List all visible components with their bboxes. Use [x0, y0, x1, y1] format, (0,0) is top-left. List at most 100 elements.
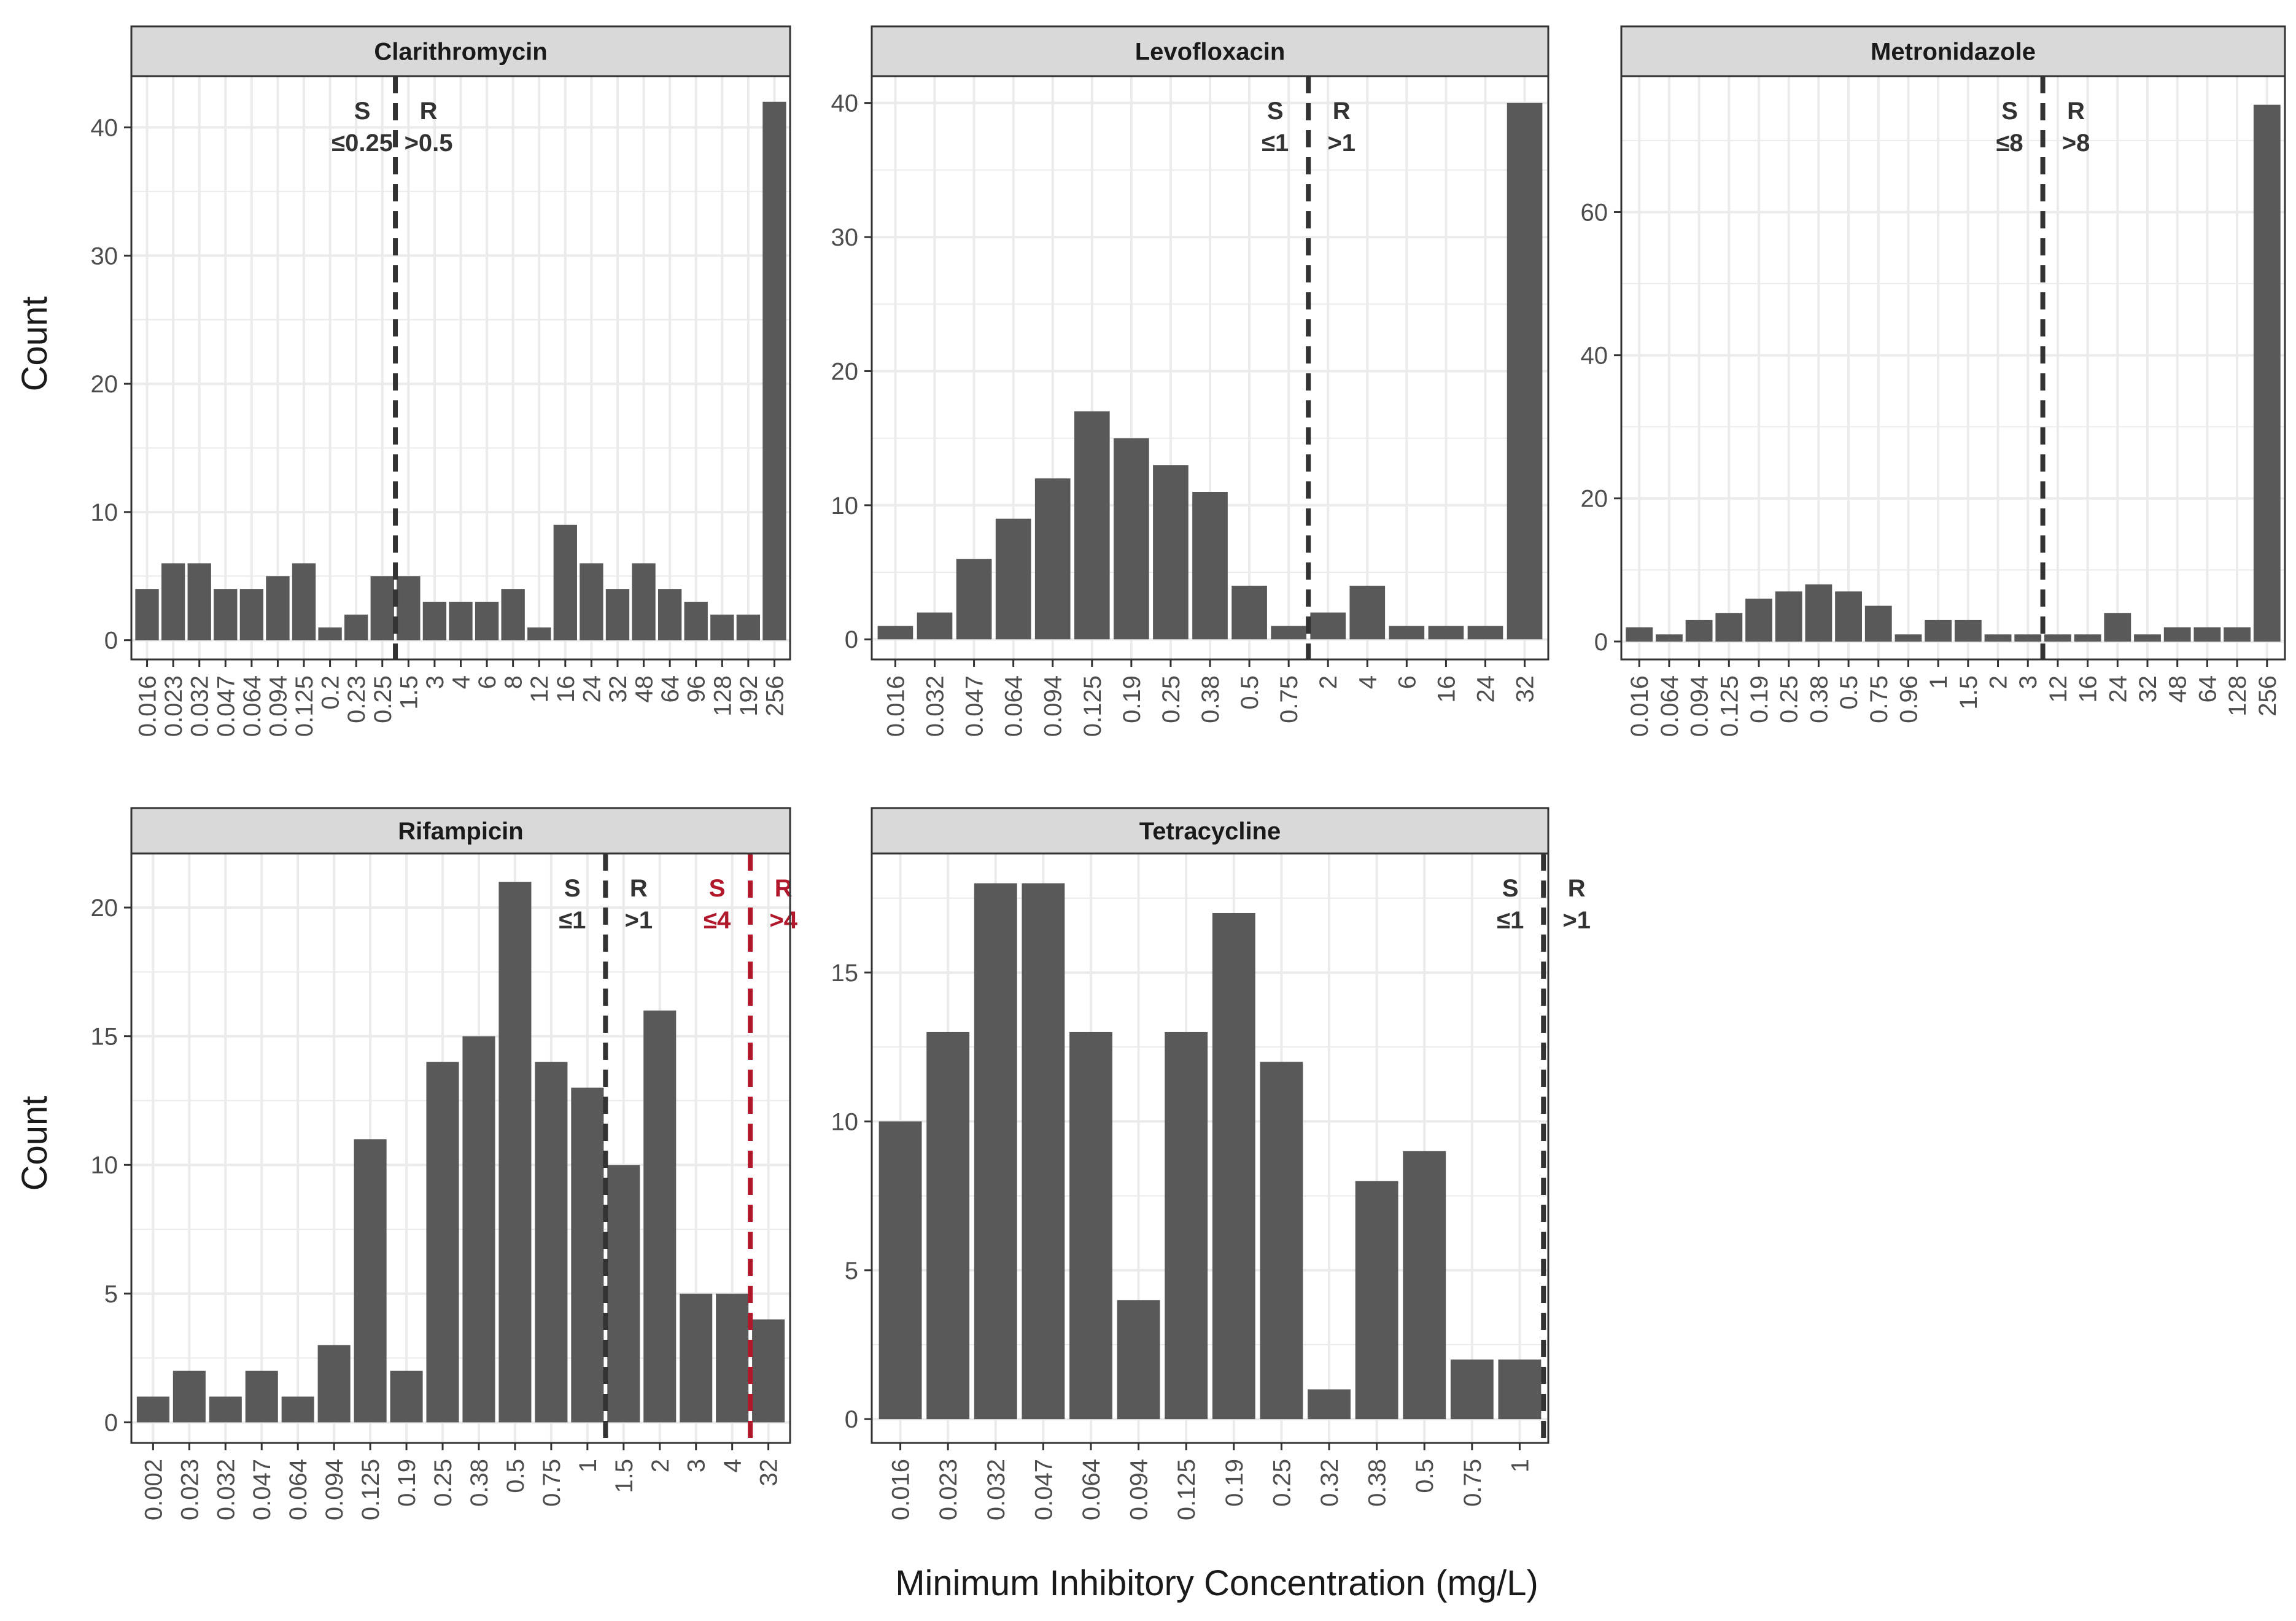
x-tick-label: 0.094 — [1686, 675, 1713, 737]
bar-levofloxacin-3 — [995, 518, 1031, 640]
facet-strip-title: Rifampicin — [398, 818, 523, 845]
panel-clarithromycin: S≤0.25R>0.5Clarithromycin0102030400.0160… — [91, 25, 791, 737]
breakpoint-s-label: S — [354, 98, 371, 125]
bar-rifampicin-11 — [535, 1062, 568, 1423]
x-tick-label: 0.38 — [466, 1459, 493, 1507]
x-tick-label: 2 — [647, 1459, 674, 1472]
breakpoint-r-label: R — [630, 875, 648, 902]
y-tick-label: 30 — [831, 224, 859, 251]
bar-metronidazole-15 — [2074, 634, 2101, 642]
bar-rifampicin-2 — [209, 1396, 242, 1423]
x-tick-label: 0.38 — [1805, 675, 1833, 723]
bar-clarithromycin-14 — [501, 589, 525, 640]
x-tick-label: 64 — [657, 675, 684, 703]
bar-clarithromycin-1 — [161, 563, 185, 640]
y-tick-label: 0 — [104, 628, 118, 655]
bar-clarithromycin-5 — [266, 576, 290, 640]
y-axis-title-bottom: Count — [15, 1096, 55, 1191]
bar-metronidazole-11 — [1954, 620, 1982, 642]
x-tick-label: 2 — [1985, 675, 2012, 689]
x-tick-label: 0.032 — [983, 1459, 1010, 1520]
bar-tetracycline-8 — [1260, 1062, 1303, 1420]
x-tick-label: 12 — [526, 675, 553, 703]
bar-clarithromycin-12 — [449, 602, 473, 640]
x-tick-label: 0.032 — [212, 1459, 239, 1520]
x-tick-label: 0.047 — [212, 675, 239, 737]
bar-clarithromycin-6 — [292, 563, 316, 640]
x-tick-label: 0.094 — [1126, 1459, 1153, 1520]
bar-rifampicin-8 — [426, 1062, 459, 1423]
chart-panels: S≤0.25R>0.5Clarithromycin0102030400.0160… — [91, 25, 2286, 1520]
bar-metronidazole-1 — [1655, 634, 1683, 642]
x-axis-title: Minimum Inhibitory Concentration (mg/L) — [895, 1563, 1538, 1603]
bar-tetracycline-0 — [878, 1121, 922, 1420]
x-tick-label: 3 — [2015, 675, 2042, 689]
y-tick-label: 10 — [831, 492, 859, 519]
x-tick-label: 0.023 — [160, 675, 187, 737]
bar-levofloxacin-2 — [956, 559, 992, 640]
x-tick-label: 0.125 — [1716, 675, 1743, 737]
x-tick-label: 0.023 — [176, 1459, 203, 1520]
x-tick-label: 96 — [683, 675, 710, 703]
y-axis-title-top: Count — [15, 297, 55, 392]
x-tick-label: 48 — [631, 675, 658, 703]
bar-levofloxacin-1 — [917, 612, 953, 640]
bar-tetracycline-2 — [974, 883, 1017, 1420]
bar-clarithromycin-7 — [318, 627, 342, 640]
x-tick-label: 0.125 — [1173, 1459, 1200, 1520]
panel-metronidazole: S ≤8 R >8 Metronidazole 0 20 40 60 0.016 0.064 0.09… — [1581, 25, 2286, 737]
bar-rifampicin-17 — [752, 1319, 785, 1423]
bar-levofloxacin-7 — [1153, 465, 1189, 640]
bar-rifampicin-6 — [354, 1139, 387, 1423]
bar-clarithromycin-2 — [187, 563, 211, 640]
bar-rifampicin-9 — [462, 1036, 495, 1423]
bar-metronidazole-19 — [2193, 627, 2221, 642]
x-tick-label: 0.96 — [1895, 675, 1922, 723]
x-tick-label: 0.38 — [1364, 1459, 1391, 1507]
x-tick-label: 256 — [761, 675, 788, 717]
x-tick-label: 0.32 — [1316, 1459, 1343, 1507]
breakpoint-r-value: >4 — [769, 907, 797, 934]
bar-clarithromycin-18 — [605, 589, 630, 640]
bar-levofloxacin-5 — [1074, 411, 1110, 640]
x-tick-label: 0.094 — [321, 1459, 348, 1520]
bar-clarithromycin-17 — [580, 563, 603, 640]
bar-rifampicin-14 — [643, 1010, 677, 1423]
bar-tetracycline-11 — [1403, 1151, 1446, 1420]
y-tick-label: 0 — [104, 1409, 118, 1436]
bar-clarithromycin-4 — [239, 589, 264, 640]
x-tick-label: 0.064 — [285, 1459, 312, 1520]
x-tick-label: 0.5 — [1836, 675, 1863, 710]
bar-tetracycline-5 — [1117, 1300, 1160, 1420]
x-tick-label: 0.2 — [317, 675, 344, 710]
x-tick-label: 256 — [2254, 675, 2281, 717]
bar-metronidazole-3 — [1715, 613, 1743, 642]
bar-levofloxacin-0 — [877, 626, 913, 640]
x-tick-label: 128 — [2224, 675, 2251, 717]
x-tick-label: 0.094 — [1040, 675, 1067, 737]
x-tick-label: 32 — [2135, 675, 2162, 703]
bar-clarithromycin-23 — [736, 614, 761, 640]
x-tick-label: 3 — [422, 675, 449, 689]
x-tick-label: 0.75 — [1276, 675, 1303, 723]
facet-strip — [871, 807, 1549, 855]
facet-strip-title: Clarithromycin — [374, 39, 547, 66]
x-tick-label: 1 — [575, 1459, 602, 1472]
bar-rifampicin-10 — [498, 882, 532, 1423]
bar-levofloxacin-11 — [1310, 612, 1346, 640]
x-tick-label: 4 — [719, 1459, 747, 1472]
x-tick-label: 1 — [1925, 675, 1952, 689]
bar-levofloxacin-12 — [1349, 585, 1386, 640]
x-tick-label: 48 — [2165, 675, 2192, 703]
bar-clarithromycin-21 — [684, 602, 708, 640]
x-tick-label: 0.75 — [538, 1459, 565, 1507]
x-tick-label: 0.064 — [1001, 675, 1028, 737]
x-tick-label: 0.002 — [140, 1459, 167, 1520]
breakpoint-s-value: ≤8 — [1996, 130, 2023, 157]
x-tick-label: 24 — [1472, 675, 1499, 703]
bar-rifampicin-5 — [317, 1345, 351, 1423]
panel-background — [872, 853, 1548, 1443]
x-tick-label: 1.5 — [611, 1459, 638, 1493]
